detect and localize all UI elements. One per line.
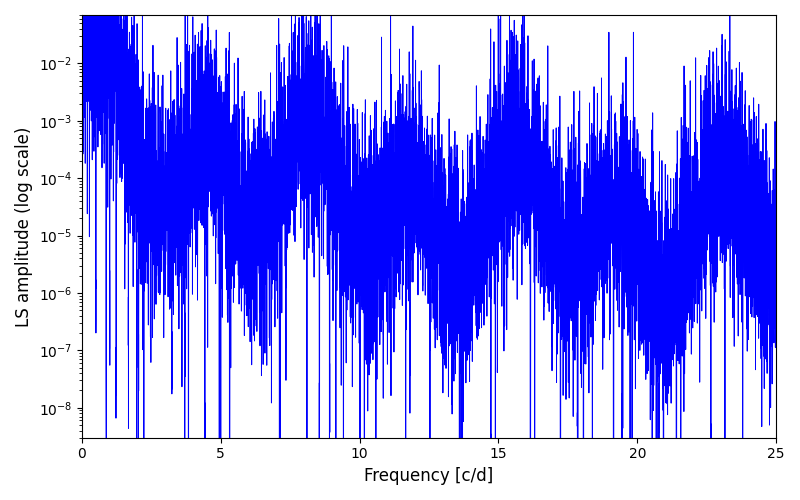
X-axis label: Frequency [c/d]: Frequency [c/d]: [364, 467, 494, 485]
Y-axis label: LS amplitude (log scale): LS amplitude (log scale): [15, 126, 33, 326]
